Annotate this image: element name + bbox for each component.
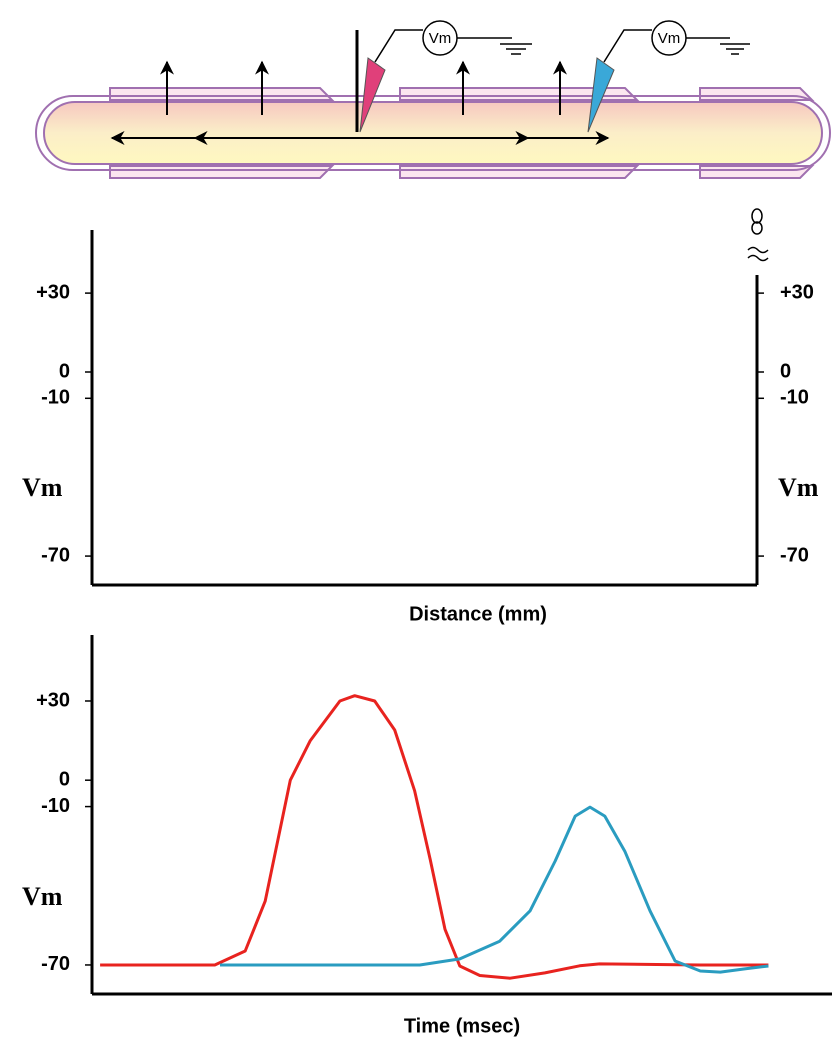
y2-tick-label: -70 — [780, 544, 809, 566]
electrode-2 — [587, 57, 615, 133]
voltmeter — [651, 20, 687, 56]
y-tick-label: -10 — [41, 387, 70, 409]
y2-tick-label: +30 — [780, 281, 814, 303]
axis-break — [747, 208, 769, 262]
y-axis-label: Vm — [22, 882, 63, 911]
y2-tick-label: 0 — [780, 360, 791, 382]
voltmeter-label: Vm — [658, 30, 681, 47]
y2-tick-label: -10 — [780, 387, 809, 409]
axon-diagram: Vm Vm — [35, 20, 831, 179]
x-axis-label: Distance (mm) — [409, 603, 547, 625]
y-tick-label: +30 — [36, 689, 70, 711]
current-arrows — [110, 30, 610, 145]
line-series — [220, 805, 769, 974]
axon-outer — [35, 95, 831, 171]
electrode-1 — [359, 57, 386, 133]
x-axis-label: Time (msec) — [404, 1015, 520, 1037]
y-tick-label: 0 — [59, 768, 70, 790]
myelin-top — [109, 87, 815, 101]
y-axis-label: Vm — [22, 473, 63, 502]
line-series — [100, 694, 769, 980]
y2-axis-label: Vm — [778, 473, 819, 502]
wires — [374, 29, 750, 63]
voltmeter-label: Vm — [429, 30, 452, 47]
y-tick-label: -70 — [41, 953, 70, 975]
myelin-bottom — [109, 165, 815, 179]
y-tick-label: +30 — [36, 281, 70, 303]
y-tick-label: -70 — [41, 544, 70, 566]
y-tick-label: -10 — [41, 795, 70, 817]
voltmeter — [422, 20, 458, 56]
axon — [43, 101, 823, 165]
y-tick-label: 0 — [59, 360, 70, 382]
